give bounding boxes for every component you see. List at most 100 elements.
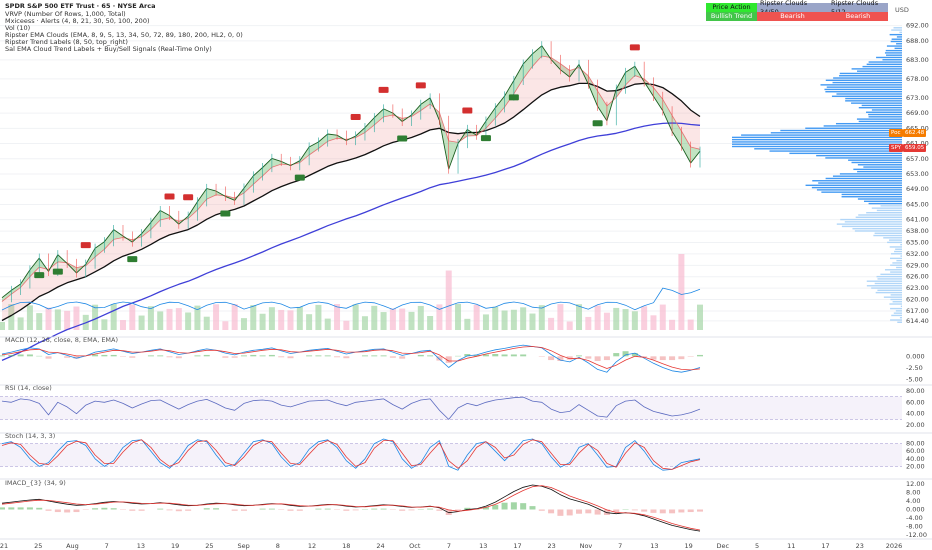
histogram-bar xyxy=(566,509,573,516)
histogram-bar xyxy=(529,506,536,510)
trend-header-clouds-34-50: Ripster Clouds 34/50 xyxy=(757,0,828,16)
histogram-bar xyxy=(36,507,43,510)
histogram-bar xyxy=(389,356,396,358)
volume-bar xyxy=(389,308,396,330)
volume-bar xyxy=(352,304,359,330)
volume-profile-bar xyxy=(866,280,902,282)
signal-sell xyxy=(462,107,473,114)
volume-profile-bar xyxy=(825,91,902,93)
volume-profile-bar xyxy=(848,159,902,161)
histogram-bar xyxy=(557,356,564,361)
volume-bar xyxy=(678,254,685,330)
signal-buy xyxy=(592,120,603,127)
volume-bar xyxy=(399,308,406,330)
histogram-bar xyxy=(622,351,629,357)
volume-profile-bar xyxy=(871,207,902,209)
x-axis-label: Sep xyxy=(237,542,249,550)
signal-sell xyxy=(415,82,426,89)
histogram-bar xyxy=(194,355,201,357)
volume-profile-bar xyxy=(835,122,902,125)
histogram-bar xyxy=(399,356,406,359)
x-axis-label: 13 xyxy=(479,542,487,550)
x-axis-label: 25 xyxy=(34,542,42,550)
x-axis-label: 17 xyxy=(513,542,521,550)
volume-profile-bar xyxy=(858,120,902,123)
volume-profile-bar xyxy=(900,305,902,308)
volume-bar xyxy=(557,304,564,330)
volume-profile-bar xyxy=(887,241,902,244)
histogram-bar xyxy=(687,509,694,513)
volume-bar xyxy=(64,310,71,330)
histogram-bar xyxy=(482,506,489,510)
volume-bar xyxy=(213,304,220,330)
histogram-bar xyxy=(603,509,610,515)
symbol-tag: SPY xyxy=(889,144,904,152)
volume-bar xyxy=(380,312,387,330)
volume-bar xyxy=(697,304,703,330)
volume-bar xyxy=(464,318,471,330)
histogram-bar xyxy=(45,356,52,359)
histogram-bar xyxy=(73,356,80,359)
x-axis-label: 2026 xyxy=(886,542,903,550)
rsi-line xyxy=(1,396,701,420)
histogram-bar xyxy=(287,356,294,359)
volume-bar xyxy=(26,305,33,330)
volume-profile-bar xyxy=(780,129,902,132)
volume-profile-bar xyxy=(857,170,902,173)
x-axis-label: 7 xyxy=(618,542,622,550)
volume-profile-bar xyxy=(812,180,902,182)
histogram-bar xyxy=(641,509,648,512)
histogram-bar xyxy=(250,354,257,357)
histogram-bar xyxy=(278,356,285,358)
histogram-bar xyxy=(427,355,434,357)
volume-bar xyxy=(576,304,583,330)
volume-profile-bar xyxy=(857,164,902,166)
volume-bar xyxy=(101,319,108,330)
volume-profile-bar xyxy=(890,319,902,321)
stoch-k-line xyxy=(1,438,701,471)
volume-bar xyxy=(650,315,657,330)
pane-axis-label: 60.00 xyxy=(906,447,925,455)
histogram-bar xyxy=(501,354,508,357)
volume-profile-bar xyxy=(816,189,902,191)
histogram-bar xyxy=(324,508,331,510)
volume-profile-bar xyxy=(852,227,902,230)
histogram-bar xyxy=(17,354,24,357)
volume-profile-bar xyxy=(863,166,902,168)
volume-bar xyxy=(45,307,52,330)
x-axis-label: Aug xyxy=(66,542,79,550)
volume-profile-bar xyxy=(868,113,902,116)
volume-bar xyxy=(361,316,368,330)
volume-profile-bar xyxy=(845,97,902,100)
volume-bar xyxy=(659,304,666,330)
volume-profile-bar xyxy=(825,177,902,180)
volume-profile-bar xyxy=(851,68,902,70)
volume-bar xyxy=(138,315,145,330)
histogram-bar xyxy=(427,508,434,510)
volume-profile-bar xyxy=(839,72,902,75)
histogram-bar xyxy=(445,509,452,515)
volume-profile-bar xyxy=(877,278,902,280)
volume-bar xyxy=(315,304,322,330)
volume-profile-bar xyxy=(851,102,902,104)
volume-bar xyxy=(110,304,117,330)
volume-profile-bar xyxy=(841,196,902,198)
histogram-bar xyxy=(268,354,275,357)
histogram-bar xyxy=(492,504,499,510)
histogram-bar xyxy=(585,509,592,514)
volume-profile-bar xyxy=(889,303,902,305)
indicator-legend-4: Ripster Trend Labels (8, 50, top_right) xyxy=(5,38,128,46)
volume-bar xyxy=(594,305,601,330)
price-axis-label: 688.00 xyxy=(906,37,929,45)
histogram-bar xyxy=(306,355,313,357)
histogram-bar xyxy=(361,355,368,357)
price-axis-label: 614.40 xyxy=(906,317,929,325)
histogram-bar xyxy=(157,355,164,357)
volume-profile-bar xyxy=(875,291,902,294)
volume-profile-bar xyxy=(899,317,902,319)
histogram-bar xyxy=(566,356,573,360)
signal-buy xyxy=(480,135,491,142)
pane-axis-label: 20.00 xyxy=(906,421,925,429)
histogram-bar xyxy=(631,353,638,357)
